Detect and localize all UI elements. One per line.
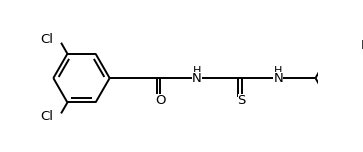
Text: N: N (192, 72, 201, 85)
Text: H: H (192, 66, 201, 76)
Text: H: H (274, 66, 282, 76)
Text: S: S (237, 94, 246, 107)
Text: Cl: Cl (41, 33, 53, 46)
Text: Cl: Cl (41, 110, 53, 123)
Text: O: O (155, 94, 165, 107)
Text: N: N (273, 72, 283, 85)
Text: F: F (360, 39, 363, 52)
